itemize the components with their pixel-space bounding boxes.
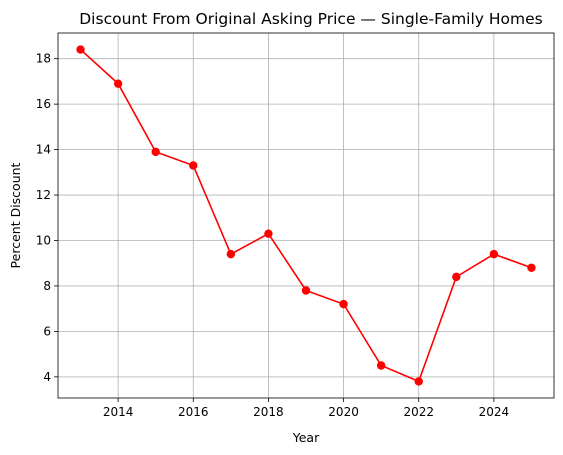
- x-tick-label: 2024: [479, 405, 510, 419]
- y-tick-label: 10: [36, 234, 51, 248]
- y-tick-label: 6: [43, 324, 51, 338]
- data-series: [76, 45, 536, 386]
- x-axis-label: Year: [292, 430, 320, 445]
- data-point: [414, 377, 423, 386]
- data-point: [226, 249, 236, 259]
- data-point: [113, 79, 123, 88]
- plot-frame: [57, 32, 555, 399]
- x-tick-label: 2016: [178, 405, 209, 419]
- data-point: [301, 286, 311, 295]
- y-tick-label: 14: [36, 143, 51, 157]
- data-point: [76, 45, 85, 54]
- x-tick-label: 2020: [328, 405, 359, 419]
- data-point: [527, 263, 536, 272]
- data-point: [489, 249, 499, 259]
- axis-ticks: 2014 2016 2018 2020 2022 2024 4 6 8 10 12 14 16 18: [36, 52, 509, 419]
- x-tick-label: 2018: [253, 405, 284, 419]
- y-tick-label: 12: [36, 188, 51, 202]
- data-point: [376, 361, 386, 370]
- data-point: [151, 147, 160, 157]
- data-point: [452, 272, 461, 282]
- data-point: [189, 161, 198, 170]
- data-point: [264, 229, 273, 238]
- data-point: [339, 299, 348, 309]
- x-tick-label: 2014: [103, 405, 134, 419]
- y-tick-label: 4: [43, 370, 51, 384]
- x-tick-label: 2022: [403, 405, 434, 419]
- y-axis-label: Percent Discount: [8, 162, 23, 268]
- y-tick-label: 8: [43, 279, 51, 293]
- y-tick-label: 18: [36, 52, 51, 66]
- y-tick-label: 16: [36, 97, 51, 111]
- chart-title: Discount From Original Asking Price — Si…: [79, 10, 543, 28]
- grid-lines: [58, 33, 554, 398]
